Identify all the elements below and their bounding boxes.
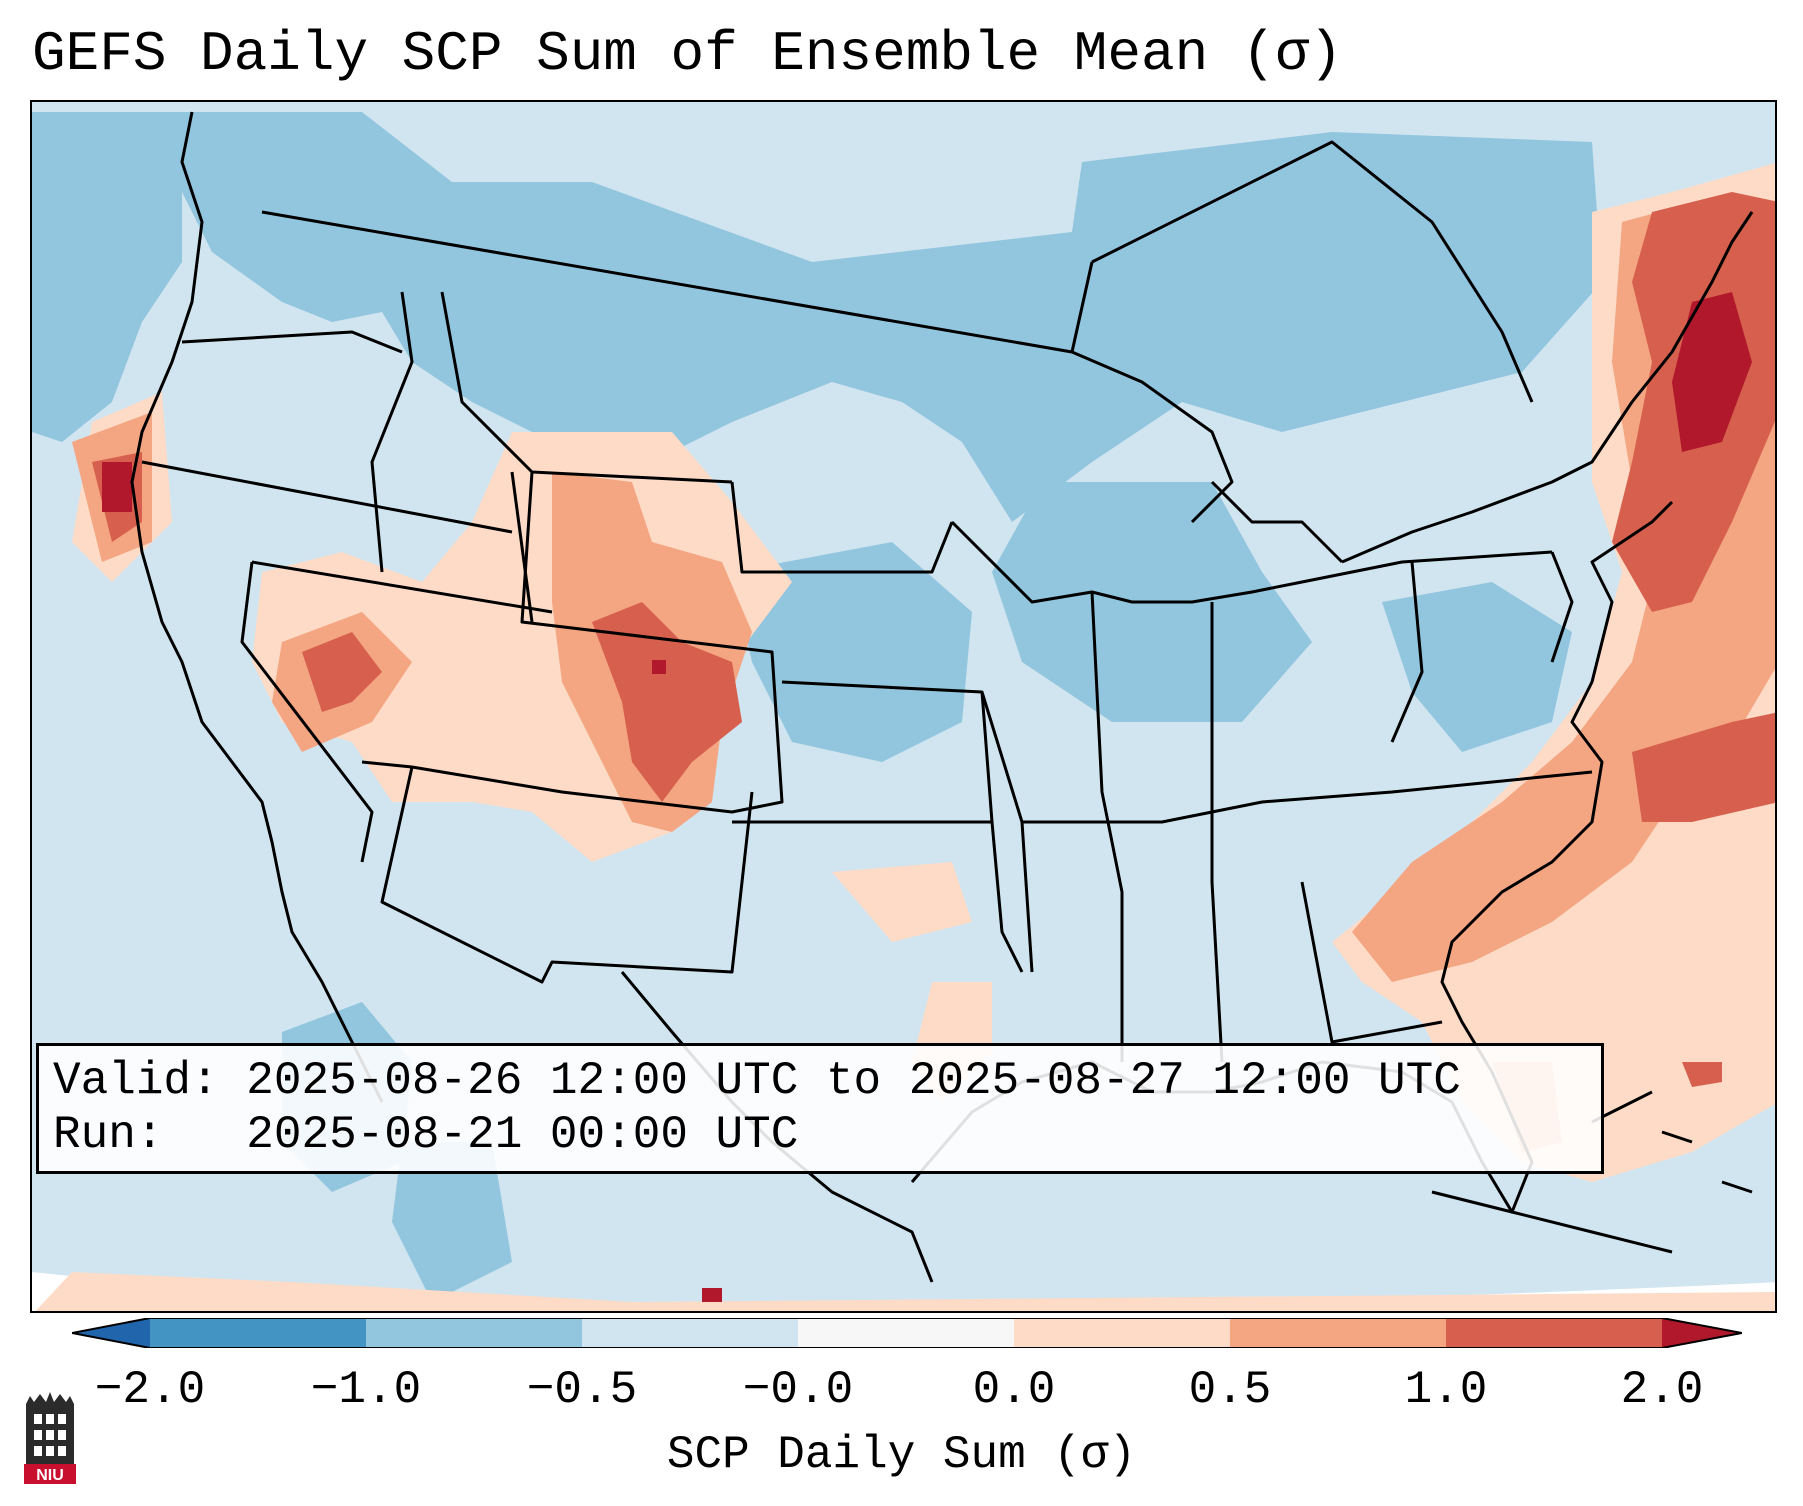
valid-row: Valid: 2025-08-26 12:00 UTC to 2025-08-2… xyxy=(53,1054,1587,1108)
colorbar-bin-5 xyxy=(1014,1318,1230,1348)
run-value: 2025-08-21 00:00 UTC xyxy=(246,1109,799,1161)
blue-region-midatlantic xyxy=(1382,582,1572,752)
map-title: GEFS Daily SCP Sum of Ensemble Mean (σ) xyxy=(32,22,1343,86)
extreme-red-spots xyxy=(102,292,1752,1302)
colorbar-bin-1 xyxy=(150,1318,366,1348)
border-dakotas-nebraska xyxy=(730,481,954,574)
valid-label: Valid: xyxy=(53,1055,219,1107)
border-wyoming-west xyxy=(510,471,534,623)
colorbar xyxy=(72,1318,1742,1348)
colorbar-tick-label: 1.0 xyxy=(1404,1364,1488,1416)
caribbean-islands xyxy=(1431,1090,1753,1254)
colorbar-under-arrow xyxy=(72,1318,150,1348)
dark-red-region-colorado xyxy=(592,602,742,802)
blue-region-pacific-nw xyxy=(32,112,182,442)
extreme-spot-maine xyxy=(1672,292,1752,452)
colorbar-bin-3 xyxy=(582,1318,798,1348)
dark-red-region-nevada xyxy=(302,632,382,712)
run-label: Run: xyxy=(53,1109,164,1161)
border-delmarva xyxy=(1550,551,1574,663)
border-oregon-washington xyxy=(181,330,403,354)
blue-region-mexico xyxy=(392,1142,512,1302)
island-bahamas-3 xyxy=(1721,1180,1753,1194)
colorbar-bin-7 xyxy=(1446,1318,1662,1348)
extreme-spot-pacific xyxy=(102,462,132,512)
border-idaho-montana xyxy=(370,291,414,573)
logo-window-grid xyxy=(34,1414,66,1456)
island-bahamas-2 xyxy=(1661,1130,1693,1144)
light-red-region-red-river xyxy=(832,862,972,942)
dark-red-region-bahamas xyxy=(1682,1062,1722,1087)
border-tennessee-kentucky xyxy=(1022,770,1593,824)
light-red-region-south xyxy=(35,1272,1775,1311)
extreme-spot-mexico xyxy=(702,1288,722,1302)
colorbar-bin-6 xyxy=(1230,1318,1446,1348)
colorbar-bin-4 xyxy=(798,1318,1014,1348)
border-georgia xyxy=(1300,881,1443,1044)
island-cuba xyxy=(1431,1190,1673,1254)
colorbar-tick-label: 0.5 xyxy=(1188,1364,1272,1416)
colorbar-tick-label: −2.0 xyxy=(94,1364,206,1416)
colorbar-label: SCP Daily Sum (σ) xyxy=(666,1429,1137,1481)
lake-erie-ontario xyxy=(1341,401,1634,564)
border-mississippi xyxy=(1090,591,1124,1062)
border-nevada-idaho xyxy=(251,560,553,614)
border-arizona-newmexico xyxy=(380,766,754,984)
border-california-nevada xyxy=(240,561,374,863)
extreme-spot-colorado xyxy=(652,660,666,674)
border-montana-wyoming xyxy=(440,291,733,484)
colorbar-tick-label: −0.0 xyxy=(742,1364,854,1416)
valid-value: 2025-08-26 12:00 UTC to 2025-08-27 12:00… xyxy=(246,1055,1461,1107)
border-canada-northeast xyxy=(1091,140,1534,403)
pacific-coastline xyxy=(130,111,384,1103)
island-bahamas-1 xyxy=(1591,1090,1653,1124)
run-row: Run: 2025-08-21 00:00 UTC xyxy=(53,1108,1587,1162)
colorbar-tick-label: −0.5 xyxy=(526,1364,638,1416)
border-iowa-illinois-indiana-ohio xyxy=(950,520,1553,604)
boundaries xyxy=(130,111,1754,1283)
colorbar-tick-label: 2.0 xyxy=(1620,1364,1704,1416)
lake-michigan-huron xyxy=(1210,480,1344,564)
border-new-england xyxy=(1630,211,1754,403)
colorbar-tick-label: −1.0 xyxy=(310,1364,422,1416)
dark-red-region-offshore xyxy=(1632,712,1775,822)
border-wyoming-colorado-utah xyxy=(361,471,784,814)
border-west-virginia xyxy=(1390,561,1424,743)
border-oregon-california xyxy=(141,460,513,534)
colorbar-over-arrow xyxy=(1662,1318,1742,1348)
logo-text: NIU xyxy=(36,1467,64,1484)
border-oklahoma-texas xyxy=(732,820,1024,973)
logo-text-background xyxy=(24,1464,76,1484)
blue-region-plains xyxy=(732,542,972,762)
lake-superior-michigan xyxy=(1071,350,1234,524)
validity-info-box: Valid: 2025-08-26 12:00 UTC to 2025-08-2… xyxy=(36,1043,1604,1174)
border-alabama xyxy=(1210,602,1224,1063)
colorbar-tick-label: 0.0 xyxy=(972,1364,1056,1416)
colorbar-bin-2 xyxy=(366,1318,582,1348)
niu-logo: NIU xyxy=(24,1392,76,1484)
